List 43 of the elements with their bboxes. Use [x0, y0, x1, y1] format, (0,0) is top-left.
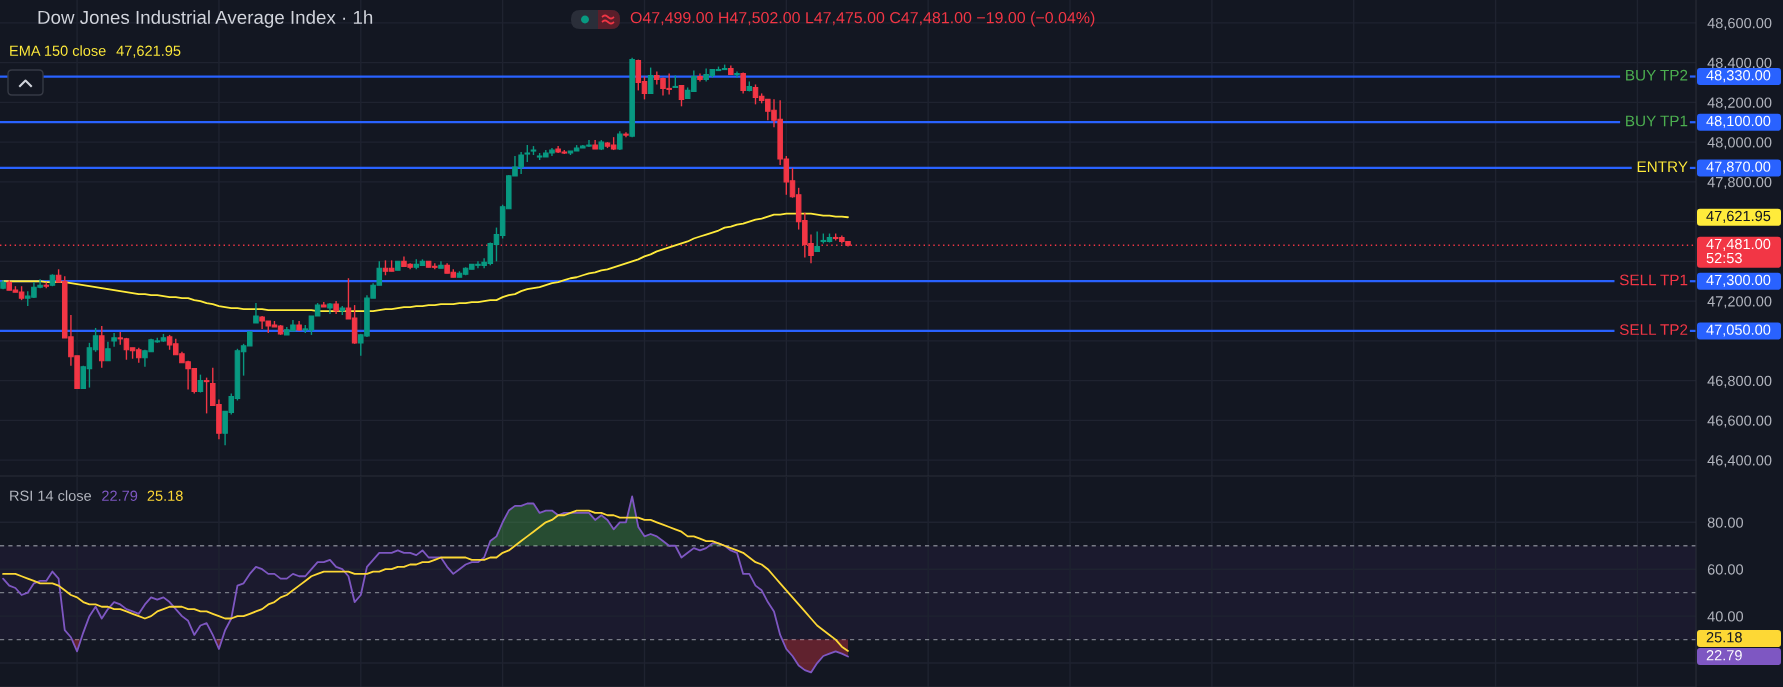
text: 25.18 [1706, 632, 1742, 643]
y-tick-label: 48,400.00 [1707, 57, 1772, 70]
text: 48,100.00 [1706, 115, 1771, 128]
y-tick-label: 80.00 [1707, 517, 1744, 528]
text: 52:53 [1706, 252, 1742, 264]
line-series [2, 509, 849, 652]
y-tick-label: 46,400.00 [1707, 455, 1772, 468]
annotation: 22.79 [102, 490, 138, 501]
y-tick-label: 46,800.00 [1707, 375, 1772, 388]
y-tick-label: 48,600.00 [1707, 17, 1772, 31]
text: 47,621.95 [1706, 210, 1771, 223]
ref-line-label: SELL TP1 [1619, 274, 1688, 286]
y-tick-label: 48,200.00 [1707, 97, 1772, 110]
ref-line-label: SELL TP2 [1619, 324, 1688, 336]
candlestick [734, 70, 740, 79]
candlestick [678, 84, 685, 108]
text: 47,870.00 [1706, 161, 1771, 174]
y-tick-label: 48,000.00 [1707, 137, 1772, 150]
candlestick [253, 302, 259, 324]
ref-line-label: BUY TP2 [1626, 69, 1688, 81]
text: 47,050.00 [1706, 324, 1771, 337]
text: 47,481.00 [1706, 238, 1771, 251]
candlestick [814, 230, 820, 253]
text: 47,300.00 [1706, 274, 1771, 287]
y-tick-label: 46,600.00 [1707, 415, 1772, 428]
text: Dow Jones Industrial Average Index · 1h [38, 10, 373, 28]
candlestick [105, 341, 111, 362]
text: EMA 150 close [10, 45, 106, 56]
text: RSI 14 close [10, 490, 92, 501]
y-tick-label: 47,200.00 [1707, 296, 1772, 309]
y-tick-label: 60.00 [1707, 564, 1744, 575]
text: 48,330.00 [1706, 70, 1771, 83]
candlestick [203, 376, 210, 415]
ref-line-label: ENTRY [1637, 161, 1688, 172]
candlestick [111, 332, 117, 348]
annotation: 47,621.95 [116, 45, 181, 58]
y-tick-label: 40.00 [1707, 611, 1744, 622]
annotation: 25.18 [147, 490, 183, 501]
candlestick [647, 66, 654, 95]
y-tick-label: 47,800.00 [1707, 176, 1772, 189]
text: 22.79 [1706, 650, 1742, 661]
annotation: O47,499.00 H47,502.00 L47,475.00 C47,481.00 −19.00 (−0.04%) [630, 11, 1095, 27]
ref-line-label: BUY TP1 [1626, 115, 1688, 127]
